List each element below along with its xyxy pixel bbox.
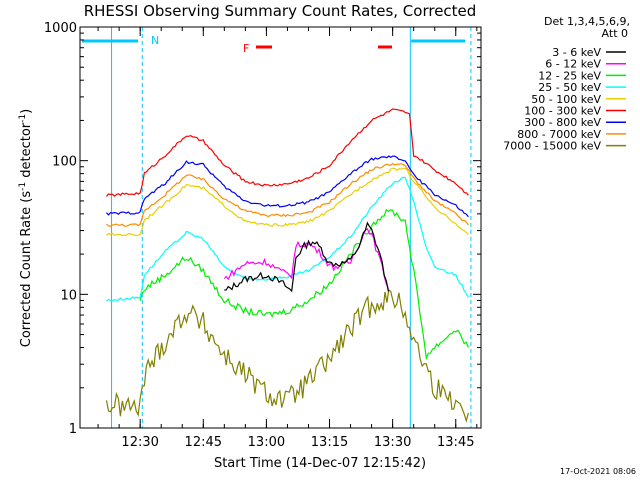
y-tick-label: 10 [60, 288, 77, 303]
y-tick-label: 1 [69, 422, 77, 437]
x-axis: 12:30 12:45 13:00 13:15 13:30 13:45 [97, 27, 478, 450]
night-annotation: N [151, 34, 159, 47]
x-axis-label: Start Time (14-Dec-07 12:15:42) [214, 456, 426, 471]
y-axis-label-sup2: -1 [18, 114, 28, 123]
x-tick-label: 13:00 [248, 435, 285, 450]
series-line-50to100keV [106, 167, 469, 237]
x-tick-label: 13:15 [311, 435, 348, 450]
series-line-7000to15000keV [105, 288, 469, 423]
chart-title: RHESSI Observing Summary Count Rates, Co… [84, 2, 477, 20]
series-line-3to6keV [224, 221, 389, 293]
y-axis-label-end: ) [19, 109, 34, 114]
flare-annotation: F [243, 42, 249, 55]
y-axis-label-mid: detector [19, 122, 34, 182]
y-tick-label: 100 [52, 155, 77, 170]
plot-frame [79, 26, 482, 429]
legend-entry-label: 6 - 12 keV [545, 58, 601, 71]
legend-header-attenuator: Att 0 [602, 27, 628, 40]
y-axis-label-main: Corrected Count Rate (s [19, 191, 34, 348]
legend-entry-label: 800 - 7000 keV [517, 128, 601, 141]
status-bands [82, 27, 472, 428]
x-tick-label: 13:30 [374, 435, 411, 450]
y-axis-label: Corrected Count Rate (s-1 detector-1) [18, 109, 34, 347]
legend-entry-label: 50 - 100 keV [531, 93, 601, 106]
series-line-12to25keV [139, 208, 469, 361]
series-line-800to7000keV [106, 162, 469, 227]
series-line-25to50keV [106, 176, 469, 302]
legend-entry-label: 7000 - 15000 keV [503, 140, 601, 153]
y-axis: 1 10 100 1000 [44, 21, 481, 437]
generation-timestamp: 17-Oct-2021 08:06 [560, 467, 636, 476]
plot-area [79, 26, 482, 429]
series-line-100to300keV [106, 108, 469, 197]
legend-entry-label: 100 - 300 keV [524, 105, 601, 118]
x-tick-label: 12:30 [121, 435, 158, 450]
legend-entry-label: 25 - 50 keV [538, 81, 601, 94]
series-line-300to800keV [106, 155, 469, 218]
legend-header-detectors: Det 1,3,4,5,6,9, [544, 15, 630, 28]
y-tick-label: 1000 [44, 21, 77, 36]
legend-entry-label: 3 - 6 keV [552, 46, 601, 59]
legend-entry-label: 300 - 800 keV [524, 116, 601, 129]
x-tick-label: 12:45 [185, 435, 222, 450]
x-tick-label: 13:45 [437, 435, 474, 450]
series-layer [105, 108, 469, 423]
y-axis-label-sup1: -1 [18, 182, 28, 191]
legend-entry-label: 12 - 25 keV [538, 69, 601, 82]
